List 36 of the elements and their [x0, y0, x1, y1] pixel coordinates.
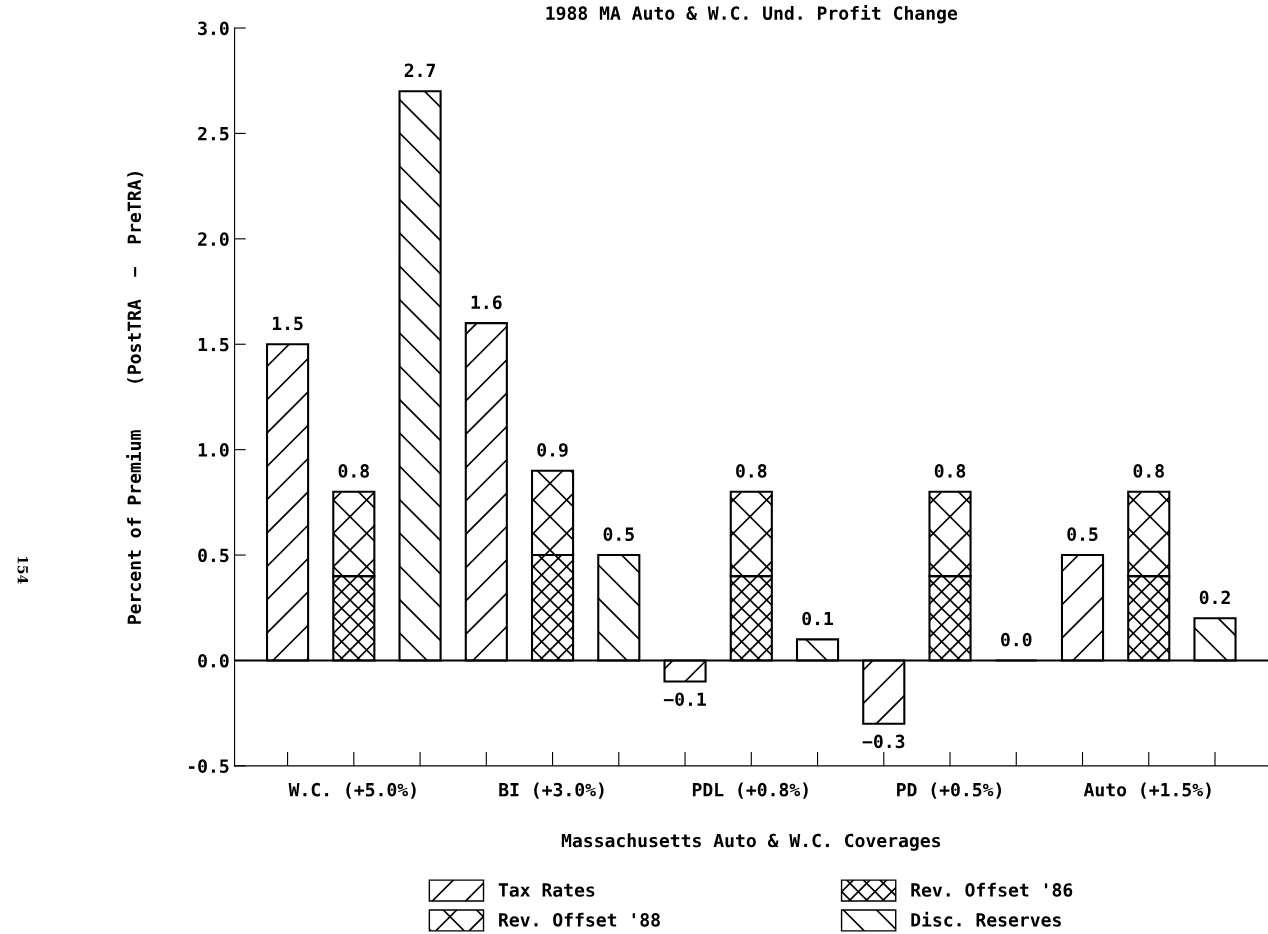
data-label: 1.6	[471, 295, 502, 310]
total-label: 0.8	[934, 464, 966, 478]
data-label: 1.5	[272, 316, 303, 331]
data-label: 2.7	[404, 63, 436, 77]
y-tick-label: 1.0	[198, 443, 229, 457]
x-tick-label: PD (+0.5%)	[897, 782, 1001, 799]
data-label: 0.5	[603, 527, 634, 542]
y-axis-title: Percent of Premium (PostTRA − PreTRA)	[126, 172, 144, 624]
data-label: 0.2	[1199, 590, 1230, 605]
data-label: −0.1	[663, 692, 706, 707]
x-tick-label: BI (+3.0%)	[499, 782, 604, 799]
chart-title: 1988 MA Auto & W.C. Und. Profit Change	[546, 5, 958, 24]
y-tick-label: 3.0	[198, 21, 229, 36]
x-tick-label: W.C. (+5.0%)	[288, 782, 416, 799]
x-tick-label: Auto (+1.5%)	[1083, 782, 1211, 799]
x-tick-label: PDL (+0.8%)	[692, 782, 808, 799]
y-tick-label: 2.0	[198, 232, 229, 246]
data-label: 0.0	[1001, 632, 1032, 647]
y-tick-label: 1.5	[198, 337, 229, 352]
text: 154	[17, 556, 29, 584]
legend-label: Tax Rates	[498, 883, 595, 897]
y-tick-label: 0.5	[198, 548, 229, 563]
total-label: 0.9	[537, 443, 568, 457]
x-axis-title: Massachusetts Auto & W.C. Coverages	[561, 833, 941, 851]
y-tick-label: 0.0	[198, 653, 229, 668]
y-tick-label: 2.5	[198, 126, 229, 141]
y-tick-label: -0.5	[188, 759, 229, 773]
total-label: 0.8	[736, 464, 767, 478]
legend-label: Rev. Offset '88	[499, 912, 660, 927]
legend-label: Rev. Offset '86	[911, 882, 1073, 897]
legend-label: Disc. Reserves	[911, 911, 1061, 927]
data-label: −0.3	[862, 734, 905, 749]
data-label: 0.1	[802, 611, 833, 626]
total-label: 0.8	[1133, 464, 1164, 478]
data-label: 0.5	[1067, 527, 1098, 542]
total-label: 0.8	[338, 464, 369, 478]
